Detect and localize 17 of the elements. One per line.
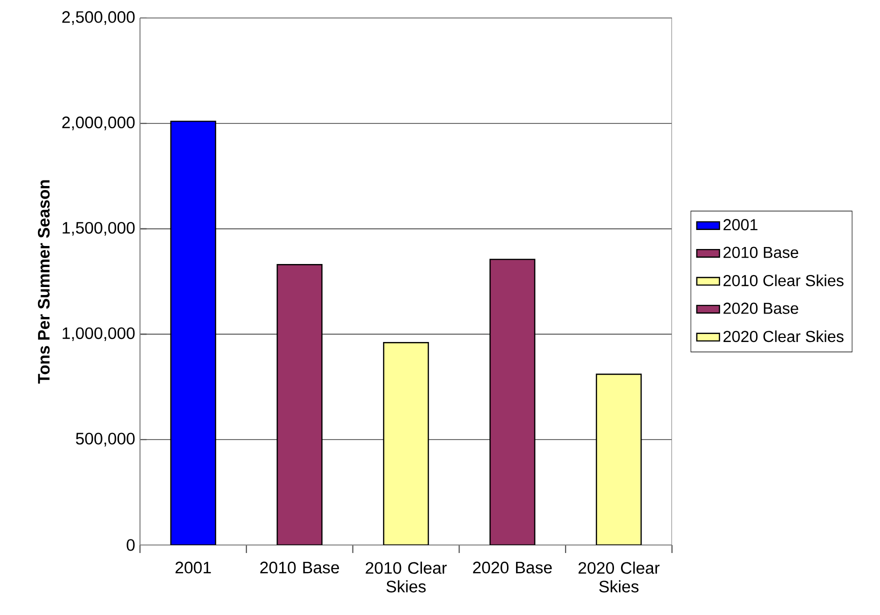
x-tick-label: 2010 Clear Skies <box>366 562 447 592</box>
legend-label: 2010 Clear Skies <box>724 274 844 286</box>
y-tick-label: 500,000 <box>76 432 135 446</box>
x-tick-label: 2020 Clear Skies <box>578 562 660 592</box>
y-tick-label: 0 <box>126 539 135 551</box>
legend-label: 2020 Base <box>724 302 798 314</box>
x-tick-label: 2020 Base <box>473 562 552 574</box>
y-tick-label: 2,000,000 <box>62 116 135 130</box>
y-tick-label: 2,500,000 <box>62 11 135 25</box>
x-tick-label: 2010 Base <box>260 562 340 574</box>
y-tick-label: 1,000,000 <box>62 327 135 342</box>
legend-label: 2010 Base <box>724 246 798 258</box>
legend-label: 2001 <box>724 219 758 230</box>
y-tick-label: 1,500,000 <box>62 222 135 236</box>
x-tick-label: 2001 <box>176 562 211 574</box>
y-axis-title: Tons Per Summer Season <box>38 180 50 384</box>
legend-label: 2020 Clear Skies <box>724 330 844 342</box>
